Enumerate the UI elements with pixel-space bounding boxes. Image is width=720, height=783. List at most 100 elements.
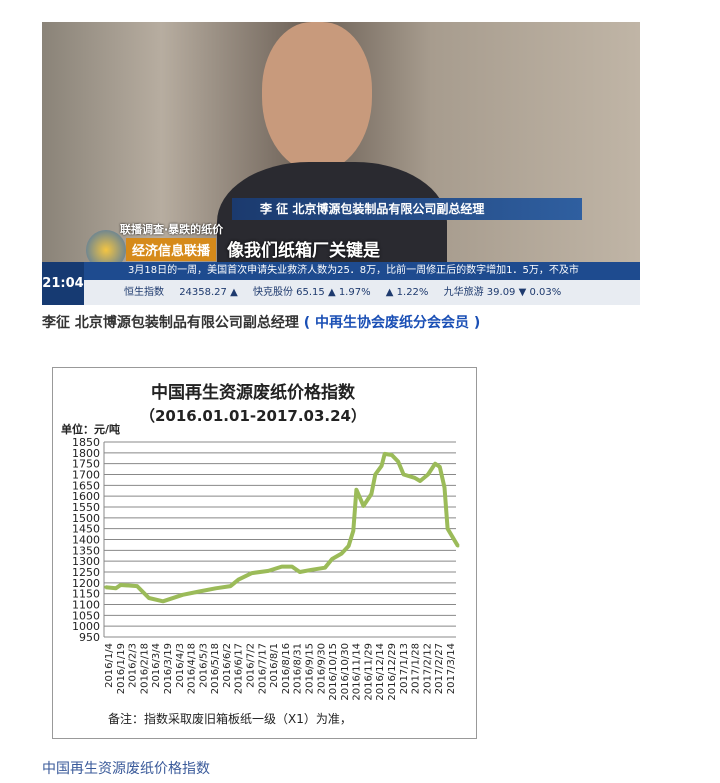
data-point xyxy=(340,552,344,556)
series-line xyxy=(105,451,460,604)
data-point xyxy=(135,584,139,588)
y-tick-label: 1500 xyxy=(72,512,100,525)
x-tick-label: 2016/9/30 xyxy=(316,643,327,694)
data-point xyxy=(197,590,201,593)
x-tick-label: 2017/2/12 xyxy=(422,643,433,694)
data-point xyxy=(351,529,355,533)
data-point xyxy=(147,596,151,600)
photo-caption: 李征 北京博源包装制品有限公司副总经理 ( 中再生协会废纸分会会员 ) xyxy=(42,312,480,332)
stock-ticker: 恒生指数 24358.27 ▲ 快克股份 65.15 ▲ 1.97% ▲ 1.2… xyxy=(84,280,640,305)
program-label: 经济信息联播 xyxy=(126,238,217,261)
stock-item: 快克股份 65.15 ▲ 1.97% xyxy=(252,287,371,298)
y-tick-label: 1650 xyxy=(72,479,100,492)
x-tick-label: 2016/11/29 xyxy=(363,643,374,701)
subtitle: 像我们纸箱厂关键是 xyxy=(227,241,380,261)
x-tick-label: 2017/3/14 xyxy=(446,643,457,694)
y-tick-label: 1300 xyxy=(72,555,100,568)
clock: 21:04 xyxy=(42,262,84,305)
y-tick-label: 1200 xyxy=(72,577,100,590)
data-point xyxy=(161,599,165,603)
data-point xyxy=(280,565,284,569)
data-point xyxy=(373,473,377,476)
y-tick-label: 1550 xyxy=(72,501,100,514)
topic-label: 联播调查·暴跌的纸价 xyxy=(120,223,224,236)
stock-item: 九华旅游 39.09 ▼ 0.03% xyxy=(443,287,562,298)
x-tick-label: 2016/12/14 xyxy=(375,643,386,701)
stock-item: ▲ 1.22% xyxy=(385,287,429,298)
data-point xyxy=(104,585,108,589)
y-tick-label: 1050 xyxy=(72,609,100,622)
data-point xyxy=(310,568,314,572)
x-tick-label: 2016/8/16 xyxy=(281,643,292,694)
x-tick-label: 2016/7/17 xyxy=(257,643,268,694)
chart-caption: 中国再生资源废纸价格指数 xyxy=(42,761,210,777)
data-point xyxy=(446,527,450,531)
news-ticker: 3月18日的一周，美国首次申请失业救济人数为25．8万，比前一周修正后的数字增加… xyxy=(84,262,640,280)
x-tick-label: 2016/5/3 xyxy=(198,643,209,688)
x-tick-label: 2016/7/2 xyxy=(246,643,257,688)
data-point xyxy=(413,476,417,480)
data-point xyxy=(214,586,218,590)
data-point xyxy=(396,460,400,463)
x-tick-label: 2016/6/2 xyxy=(222,643,233,688)
x-tick-label: 2016/2/3 xyxy=(128,643,139,688)
x-tick-label: 2017/2/27 xyxy=(434,643,445,694)
data-point xyxy=(390,453,394,457)
y-tick-label: 950 xyxy=(79,631,100,644)
chart-svg: 中国再生资源废纸价格指数 （2016.01.01-2017.03.24） 单位：… xyxy=(61,382,460,726)
data-point xyxy=(119,583,123,587)
x-tick-label: 2016/10/15 xyxy=(328,643,339,701)
data-point xyxy=(433,462,437,466)
y-tick-label: 1100 xyxy=(72,599,100,612)
y-tick-label: 1350 xyxy=(72,544,100,557)
y-tick-label: 1800 xyxy=(72,447,100,460)
x-tick-label: 2016/8/31 xyxy=(293,643,304,694)
y-axis-unit: 单位：元/吨 xyxy=(61,422,120,436)
y-tick-label: 1750 xyxy=(72,458,100,471)
x-tick-label: 2016/5/18 xyxy=(210,643,221,694)
data-point xyxy=(290,565,294,569)
data-point xyxy=(456,544,460,548)
x-tick-label: 2016/3/4 xyxy=(151,643,162,688)
data-point xyxy=(181,593,185,597)
data-point xyxy=(229,584,233,588)
x-tick-label: 2016/10/30 xyxy=(340,643,351,701)
news-video-still: 李 征 北京博源包装制品有限公司副总经理 联播调查·暴跌的纸价 经济信息联播 像… xyxy=(42,22,640,305)
x-tick-label: 2016/4/18 xyxy=(187,643,198,694)
data-point xyxy=(383,452,387,456)
data-point xyxy=(330,557,334,561)
y-tick-label: 1150 xyxy=(72,588,100,601)
y-tick-label: 1250 xyxy=(72,566,100,579)
data-point xyxy=(347,544,351,548)
price-index-chart: 中国再生资源废纸价格指数 （2016.01.01-2017.03.24） 单位：… xyxy=(52,367,477,739)
data-point xyxy=(418,479,422,483)
data-point xyxy=(442,486,446,489)
x-tick-label: 2016/4/3 xyxy=(175,643,186,688)
stock-item: 24358.27 ▲ xyxy=(179,287,238,298)
data-point xyxy=(323,566,327,570)
data-point xyxy=(426,473,430,476)
x-tick-label: 2017/1/28 xyxy=(411,643,422,694)
stock-item: 恒生指数 xyxy=(124,287,164,298)
x-tick-label: 2016/3/19 xyxy=(163,643,174,694)
x-tick-label: 2016/2/18 xyxy=(139,643,150,694)
data-point xyxy=(369,492,373,496)
chart-subtitle: （2016.01.01-2017.03.24） xyxy=(140,407,366,425)
data-point xyxy=(266,569,270,573)
y-tick-label: 1450 xyxy=(72,523,100,536)
chart-note: 备注：指数采取废旧箱板纸一级（X1）为准， xyxy=(108,711,352,726)
y-tick-label: 1850 xyxy=(72,436,100,449)
x-tick-label: 2016/1/19 xyxy=(116,643,127,694)
x-tick-label: 2016/9/15 xyxy=(304,643,315,694)
data-point xyxy=(250,571,254,575)
y-tick-label: 1400 xyxy=(72,534,100,547)
data-point xyxy=(237,578,241,582)
caption-org: ( 中再生协会废纸分会会员 ) xyxy=(303,315,481,331)
data-point xyxy=(362,504,366,508)
x-tick-label: 2016/1/4 xyxy=(104,643,115,688)
y-tick-label: 1700 xyxy=(72,469,100,482)
data-point xyxy=(354,488,358,492)
x-tick-label: 2016/6/17 xyxy=(234,643,245,694)
x-tick-label: 2016/11/14 xyxy=(352,643,363,701)
data-point xyxy=(380,464,384,468)
